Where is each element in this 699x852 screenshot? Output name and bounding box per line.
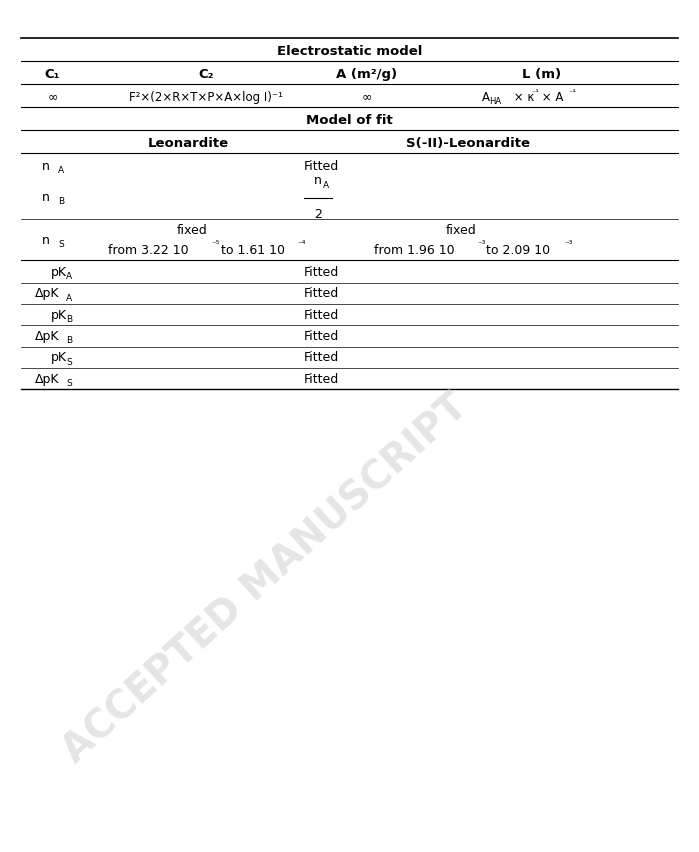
Text: n: n — [42, 234, 50, 247]
Text: A: A — [482, 90, 490, 104]
Text: n: n — [314, 175, 322, 187]
Text: C₁: C₁ — [45, 67, 60, 81]
Text: ∞: ∞ — [48, 90, 57, 104]
Text: Fitted: Fitted — [304, 372, 339, 386]
Text: 2: 2 — [314, 208, 322, 221]
Text: fixed: fixed — [446, 224, 477, 237]
Text: A: A — [66, 294, 73, 302]
Text: S(-II)-Leonardite: S(-II)-Leonardite — [406, 136, 531, 150]
Text: HA: HA — [489, 97, 501, 106]
Text: B: B — [66, 337, 73, 345]
Text: ACCEPTED MANUSCRIPT: ACCEPTED MANUSCRIPT — [56, 388, 475, 771]
Text: fixed: fixed — [177, 224, 208, 237]
Text: pK: pK — [50, 351, 66, 365]
Text: ⁻³: ⁻³ — [477, 240, 486, 250]
Text: ∞: ∞ — [362, 90, 372, 104]
Text: S: S — [58, 240, 64, 250]
Text: from 1.96 10: from 1.96 10 — [374, 245, 454, 257]
Text: ΔpK: ΔpK — [35, 372, 59, 386]
Text: Fitted: Fitted — [304, 330, 339, 343]
Text: ⁻⁴: ⁻⁴ — [297, 240, 305, 250]
Text: to 2.09 10: to 2.09 10 — [482, 245, 550, 257]
Text: Model of fit: Model of fit — [306, 113, 393, 127]
Text: n: n — [42, 191, 50, 204]
Text: A: A — [66, 273, 73, 281]
Text: from 3.22 10: from 3.22 10 — [108, 245, 189, 257]
Text: C₂: C₂ — [199, 67, 214, 81]
Text: n: n — [42, 159, 50, 173]
Text: B: B — [58, 198, 64, 206]
Text: ⁻¹: ⁻¹ — [568, 88, 576, 96]
Text: ⁻⁵: ⁻⁵ — [212, 240, 220, 250]
Text: ⁻³: ⁻³ — [564, 240, 572, 250]
Text: F²×(2×R×T×P×A×log I)⁻¹: F²×(2×R×T×P×A×log I)⁻¹ — [129, 90, 283, 104]
Text: to 1.61 10: to 1.61 10 — [217, 245, 284, 257]
Text: ⁻¹: ⁻¹ — [531, 88, 539, 96]
Text: A: A — [324, 181, 329, 190]
Text: × A: × A — [538, 90, 563, 104]
Text: × κ: × κ — [510, 90, 535, 104]
Text: Leonardite: Leonardite — [148, 136, 229, 150]
Text: Electrostatic model: Electrostatic model — [277, 44, 422, 58]
Text: ΔpK: ΔpK — [35, 287, 59, 301]
Text: Fitted: Fitted — [304, 308, 339, 322]
Text: S: S — [66, 379, 72, 388]
Text: pK: pK — [50, 308, 66, 322]
Text: pK: pK — [50, 266, 66, 279]
Text: Fitted: Fitted — [304, 266, 339, 279]
Text: B: B — [66, 315, 73, 324]
Text: Fitted: Fitted — [304, 351, 339, 365]
Text: ΔpK: ΔpK — [35, 330, 59, 343]
Text: A: A — [58, 166, 64, 175]
Text: A (m²/g): A (m²/g) — [336, 67, 398, 81]
Text: S: S — [66, 358, 72, 366]
Text: Fitted: Fitted — [304, 159, 339, 173]
Text: L (m): L (m) — [522, 67, 561, 81]
Text: Fitted: Fitted — [304, 287, 339, 301]
